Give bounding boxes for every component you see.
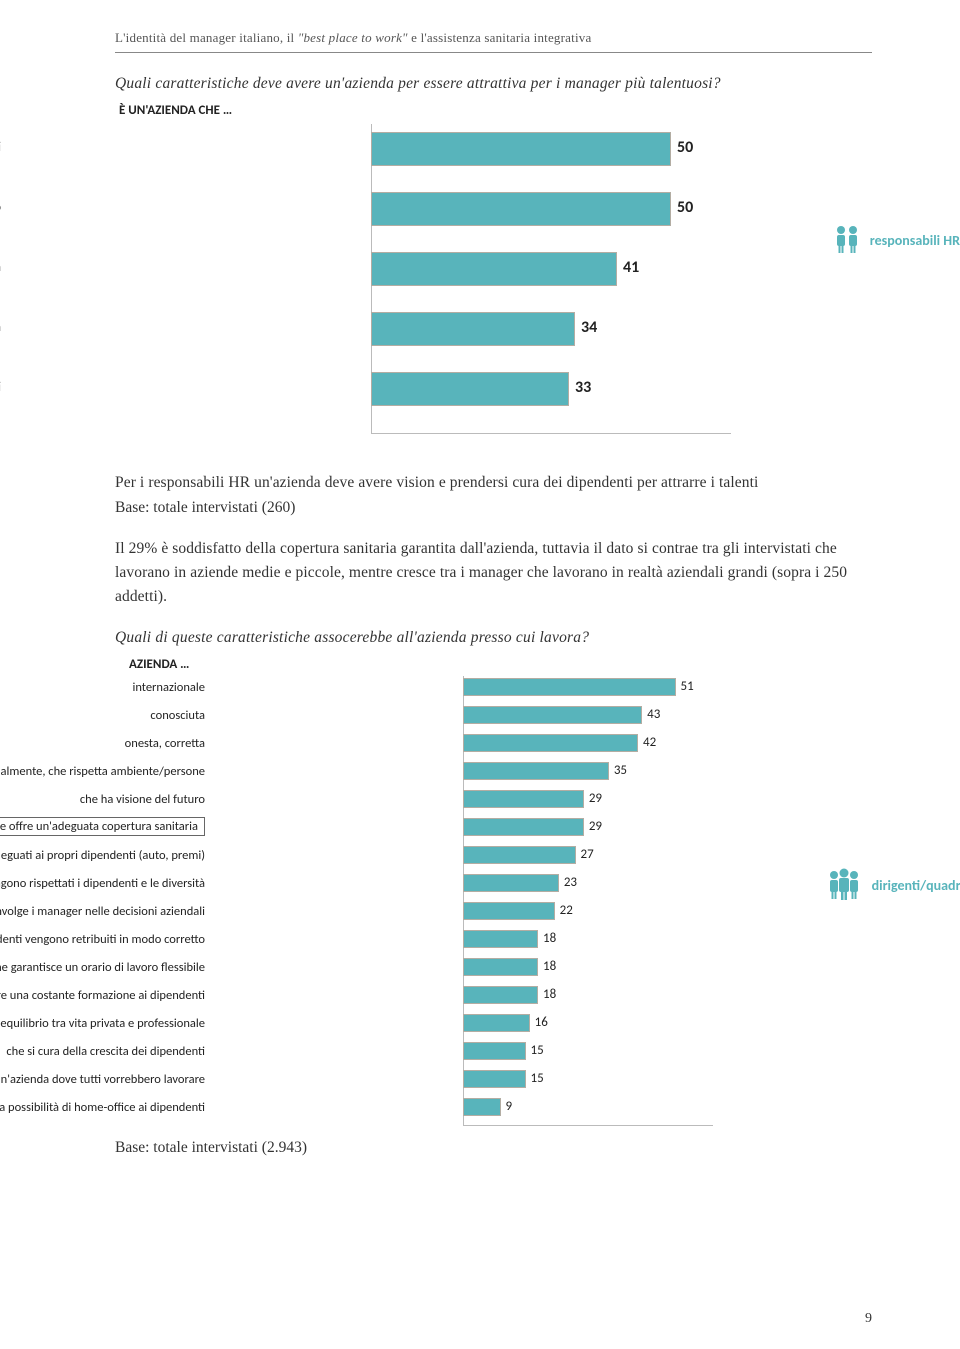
chart-1-bar (371, 132, 671, 166)
group-icon (822, 867, 866, 903)
chart-2-label: che si cura della crescita dei dipendent… (0, 1044, 205, 1059)
chart-1-label: si prende cura dei dipendenti (0, 140, 1, 155)
chart-2-label: che garantisce equilibrio tra vita priva… (0, 1016, 205, 1031)
chart-2-bar (463, 846, 576, 864)
question-2: Quali di queste caratteristiche assocere… (115, 629, 872, 647)
chart-2: AZIENDA … internazionale51conosciuta43on… (115, 657, 872, 1127)
chart-2-label: che offre una costante formazione ai dip… (0, 988, 205, 1003)
chart-2-bar (463, 790, 584, 808)
chart-2-bar (463, 1014, 530, 1032)
chart-2-label: che dà la possibilità di home-office ai … (0, 1100, 205, 1115)
chart-2-value: 29 (589, 791, 602, 806)
base-2: Base: totale intervistati (2.943) (115, 1139, 872, 1157)
paragraph-1b: Base: totale intervistati (260) (115, 499, 872, 517)
chart-2-label: responsabile socialmente, che rispetta a… (0, 764, 205, 779)
chart-2-value: 15 (531, 1043, 544, 1058)
chart-2-label: che offre benefit adeguati ai propri dip… (0, 848, 205, 863)
page-number: 9 (865, 1311, 872, 1327)
header-italic: "best place to work" (298, 30, 408, 45)
chart-1-value: 41 (623, 258, 639, 277)
chart-2-legend: dirigenti/quadri (822, 867, 960, 903)
chart-2-bar (463, 678, 676, 696)
chart-2-value: 29 (589, 819, 602, 834)
chart-1-bar (371, 372, 569, 406)
chart-2-label: internazionale (0, 680, 205, 695)
chart-1-label: offre costante formazione ai dipendenti (0, 380, 1, 395)
chart-2-value: 18 (543, 959, 556, 974)
header-rule (115, 52, 872, 53)
chart-2-bar (463, 818, 584, 836)
chart-2-bar (463, 706, 642, 724)
chart-2-bar (463, 958, 538, 976)
chart-1-label: offre una retribuzione adeguata (0, 260, 1, 275)
chart-1-xaxis (371, 433, 731, 434)
header-pre: L'identità del manager italiano, il (115, 30, 298, 45)
chart-2-label: ambita, un'azienda dove tutti vorrebbero… (0, 1072, 205, 1087)
chart-2-label: che coinvolge i manager nelle decisioni … (0, 904, 205, 919)
chart-2-label: che ha visione del futuro (0, 792, 205, 807)
chart-1-bar (371, 252, 617, 286)
people-icon (830, 223, 864, 257)
chart-2-legend-label: dirigenti/quadri (872, 877, 960, 894)
chart-2-label: dove vengono rispettati i dipendenti e l… (0, 876, 205, 891)
chart-1-title: È UN'AZIENDA CHE … (119, 103, 872, 118)
chart-1-legend: responsabili HR (830, 223, 960, 257)
chart-2-bar (463, 1042, 526, 1060)
chart-1: È UN'AZIENDA CHE … si prende cura dei di… (115, 103, 872, 443)
chart-2-value: 35 (614, 763, 627, 778)
page-header: L'identità del manager italiano, il "bes… (115, 30, 872, 46)
chart-2-value: 27 (581, 847, 594, 862)
chart-2-bar (463, 1098, 501, 1116)
question-1: Quali caratteristiche deve avere un'azie… (115, 75, 872, 93)
chart-1-legend-label: responsabili HR (870, 232, 960, 249)
chart-1-label: è onesta, corretta (0, 320, 1, 335)
chart-2-label: che garantisce un orario di lavoro fless… (0, 960, 205, 975)
chart-2-label: dove i dipendenti vengono retribuiti in … (0, 932, 205, 947)
header-post: e l'assistenza sanitaria integrativa (408, 30, 592, 45)
paragraph-2: Il 29% è soddisfatto della copertura san… (115, 537, 872, 609)
chart-1-bar (371, 192, 671, 226)
chart-2-value: 22 (560, 903, 573, 918)
chart-2-bar (463, 930, 538, 948)
chart-2-xaxis (463, 1125, 713, 1126)
chart-2-label: conosciuta (0, 708, 205, 723)
chart-1-value: 50 (677, 198, 693, 217)
chart-1-value: 34 (581, 318, 597, 337)
chart-2-value: 9 (506, 1099, 513, 1114)
chart-1-value: 33 (575, 378, 591, 397)
chart-2-value: 16 (535, 1015, 548, 1030)
chart-2-bar (463, 902, 555, 920)
chart-1-plot: si prende cura dei dipendenti50ha una vi… (371, 124, 731, 434)
chart-2-bar (463, 1070, 526, 1088)
chart-2-value: 18 (543, 987, 556, 1002)
chart-2-bar (463, 734, 638, 752)
chart-2-value: 51 (681, 679, 694, 694)
chart-1-label: ha una visione del futuro (0, 200, 1, 215)
chart-2-bar (463, 986, 538, 1004)
chart-2-label: che offre un'adeguata copertura sanitari… (0, 817, 205, 836)
chart-2-value: 42 (643, 735, 656, 750)
chart-2-plot: internazionale51conosciuta43onesta, corr… (463, 676, 713, 1126)
paragraph-1a: Per i responsabili HR un'azienda deve av… (115, 471, 872, 495)
chart-2-label: onesta, corretta (0, 736, 205, 751)
chart-2-bar (463, 874, 559, 892)
chart-2-value: 23 (564, 875, 577, 890)
chart-1-value: 50 (677, 138, 693, 157)
chart-1-bar (371, 312, 575, 346)
chart-2-value: 18 (543, 931, 556, 946)
chart-2-title: AZIENDA … (129, 657, 872, 672)
chart-2-value: 15 (531, 1071, 544, 1086)
chart-2-bar (463, 762, 609, 780)
chart-2-value: 43 (647, 707, 660, 722)
